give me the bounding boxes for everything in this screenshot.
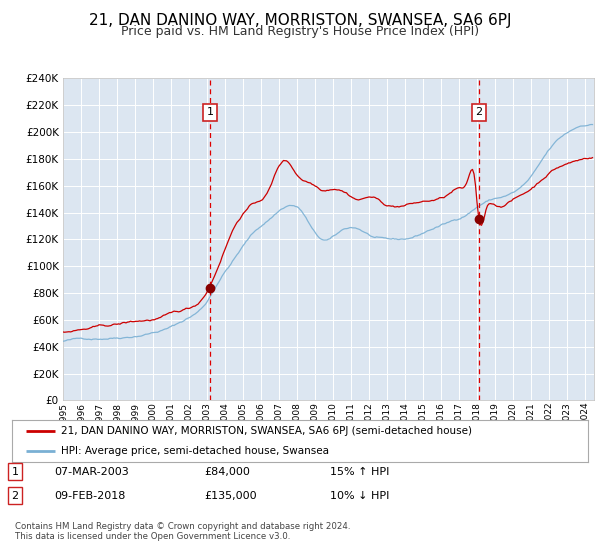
Text: 07-MAR-2003: 07-MAR-2003: [54, 466, 129, 477]
Text: 10% ↓ HPI: 10% ↓ HPI: [330, 491, 389, 501]
Text: 09-FEB-2018: 09-FEB-2018: [54, 491, 125, 501]
Text: 1: 1: [11, 466, 19, 477]
Text: Price paid vs. HM Land Registry's House Price Index (HPI): Price paid vs. HM Land Registry's House …: [121, 25, 479, 38]
Text: 21, DAN DANINO WAY, MORRISTON, SWANSEA, SA6 6PJ (semi-detached house): 21, DAN DANINO WAY, MORRISTON, SWANSEA, …: [61, 426, 472, 436]
Text: 1: 1: [206, 107, 214, 117]
Text: HPI: Average price, semi-detached house, Swansea: HPI: Average price, semi-detached house,…: [61, 446, 329, 456]
Text: 21, DAN DANINO WAY, MORRISTON, SWANSEA, SA6 6PJ: 21, DAN DANINO WAY, MORRISTON, SWANSEA, …: [89, 13, 511, 29]
Text: £135,000: £135,000: [204, 491, 257, 501]
Text: 2: 2: [475, 107, 482, 117]
Text: 2: 2: [11, 491, 19, 501]
Text: Contains HM Land Registry data © Crown copyright and database right 2024.
This d: Contains HM Land Registry data © Crown c…: [15, 522, 350, 542]
Text: 15% ↑ HPI: 15% ↑ HPI: [330, 466, 389, 477]
Text: £84,000: £84,000: [204, 466, 250, 477]
